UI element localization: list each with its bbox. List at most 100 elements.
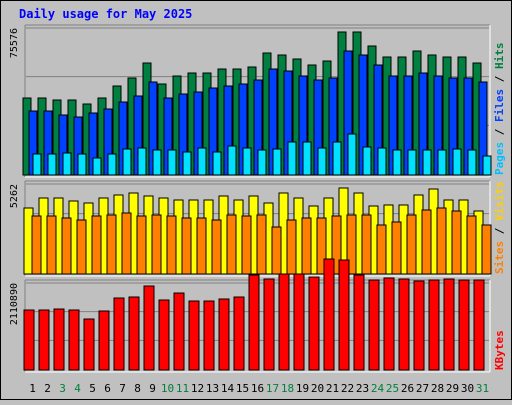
bar-kbytes-day-12 bbox=[188, 300, 200, 371]
x-tick-label-day-7: 7 bbox=[119, 382, 126, 395]
x-tick-label-day-29: 29 bbox=[446, 382, 459, 395]
legend-text-hits-panel: Pages / Files / Hits bbox=[493, 43, 506, 176]
x-tick-label-day-23: 23 bbox=[356, 382, 369, 395]
bar-kbytes-day-13 bbox=[203, 300, 215, 371]
bar-pages-day-31 bbox=[482, 155, 492, 176]
bar-kbytes-day-25 bbox=[383, 277, 395, 371]
legend-label-sites: Sites bbox=[493, 241, 506, 274]
x-tick-label-day-13: 13 bbox=[206, 382, 219, 395]
bar-kbytes-day-31 bbox=[473, 279, 485, 371]
x-tick-label-day-18: 18 bbox=[281, 382, 294, 395]
bar-sites-day-5 bbox=[91, 215, 102, 275]
bar-kbytes-day-24 bbox=[368, 279, 380, 371]
bar-sites-day-12 bbox=[196, 217, 207, 275]
x-tick-label-day-11: 11 bbox=[176, 382, 189, 395]
bar-kbytes-day-8 bbox=[128, 296, 140, 371]
x-axis-labels: 1 2 3 4 5 6 7 8 9 10 11 12 13 14 15 16 17 18 19 20 21 22 23 24 2… bbox=[29, 382, 489, 395]
bar-sites-day-16 bbox=[256, 214, 267, 275]
bar-kbytes-day-19 bbox=[293, 273, 305, 371]
x-tick-label-day-22: 22 bbox=[341, 382, 354, 395]
bar-sites-day-23 bbox=[361, 214, 372, 275]
y-max-label: 75576 bbox=[9, 28, 20, 58]
bar-kbytes-day-9 bbox=[143, 285, 155, 371]
bar-pages-day-15 bbox=[242, 147, 252, 176]
bar-kbytes-day-27 bbox=[413, 280, 425, 371]
bar-pages-day-11 bbox=[182, 151, 192, 176]
bar-pages-day-16 bbox=[257, 149, 267, 176]
bar-sites-day-29 bbox=[451, 210, 462, 275]
bar-pages-day-28 bbox=[437, 149, 447, 176]
x-tick-label-day-26: 26 bbox=[401, 382, 414, 395]
bar-pages-day-8 bbox=[137, 147, 147, 176]
y-max-label: 5262 bbox=[9, 184, 20, 208]
bar-sites-day-24 bbox=[376, 224, 387, 275]
x-tick-label-day-17: 17 bbox=[266, 382, 279, 395]
visits-panel: 5262 Sites / Visits bbox=[9, 180, 506, 277]
hits-panel: 75576 Pages / Files / Hits bbox=[9, 24, 506, 178]
bar-pages-day-21 bbox=[332, 141, 342, 176]
x-tick-label-day-30: 30 bbox=[461, 382, 474, 395]
legend-label-visits: Visits bbox=[493, 181, 506, 221]
bar-kbytes-day-6 bbox=[98, 310, 110, 371]
bar-sites-day-26 bbox=[406, 214, 417, 275]
bar-pages-day-2 bbox=[47, 153, 57, 176]
x-tick-label-day-14: 14 bbox=[221, 382, 235, 395]
bar-pages-day-14 bbox=[227, 145, 237, 176]
x-tick-label-day-3: 3 bbox=[59, 382, 66, 395]
bar-sites-day-1 bbox=[31, 215, 42, 275]
bar-kbytes-day-17 bbox=[263, 278, 275, 371]
bar-sites-day-2 bbox=[46, 215, 57, 275]
bar-pages-day-9 bbox=[152, 149, 162, 176]
bar-sites-day-3 bbox=[61, 217, 72, 275]
bar-kbytes-day-26 bbox=[398, 278, 410, 371]
x-tick-label-day-16: 16 bbox=[251, 382, 264, 395]
legend-label-pages: Pages bbox=[493, 142, 506, 175]
bar-pages-day-30 bbox=[467, 149, 477, 176]
bar-pages-day-12 bbox=[197, 147, 207, 176]
x-tick-label-day-15: 15 bbox=[236, 382, 249, 395]
x-tick-label-day-21: 21 bbox=[326, 382, 339, 395]
x-tick-label-day-24: 24 bbox=[371, 382, 385, 395]
bar-kbytes-day-10 bbox=[158, 299, 170, 371]
legend-label-kbytes: KBytes bbox=[493, 330, 506, 370]
bar-pages-day-1 bbox=[32, 153, 42, 176]
x-tick-label-day-8: 8 bbox=[134, 382, 141, 395]
bar-sites-day-27 bbox=[421, 209, 432, 275]
bar-sites-day-28 bbox=[436, 207, 447, 275]
bar-kbytes-day-16 bbox=[248, 274, 260, 371]
legend-label-hits: Hits bbox=[493, 43, 506, 70]
bar-sites-day-30 bbox=[466, 215, 477, 275]
bar-kbytes-day-3 bbox=[53, 308, 65, 371]
bar-sites-day-7 bbox=[121, 212, 132, 275]
y-max-label: 2110890 bbox=[9, 283, 20, 325]
legend-label-files: Files bbox=[493, 89, 506, 122]
legend-separator: / bbox=[493, 122, 506, 142]
bar-pages-day-10 bbox=[167, 149, 177, 176]
x-tick-label-day-2: 2 bbox=[44, 382, 51, 395]
bar-sites-day-8 bbox=[136, 215, 147, 275]
bar-kbytes-day-11 bbox=[173, 292, 185, 371]
bar-kbytes-day-1 bbox=[23, 309, 35, 371]
bar-sites-day-19 bbox=[301, 217, 312, 275]
bar-kbytes-day-28 bbox=[428, 279, 440, 371]
bar-pages-day-26 bbox=[407, 149, 417, 176]
legend-separator: / bbox=[493, 69, 506, 89]
bar-sites-day-13 bbox=[211, 219, 222, 275]
legend-text-visits-panel: Sites / Visits bbox=[493, 181, 506, 274]
panels-layer: 75576 Pages / Files / Hits 5262 Sites / Vis… bbox=[9, 24, 506, 373]
bar-sites-day-22 bbox=[346, 214, 357, 275]
kbytes-panel: 2110890 KBytes bbox=[9, 258, 506, 373]
x-tick-label-day-4: 4 bbox=[74, 382, 81, 395]
legend-hits-panel: Pages / Files / Hits bbox=[493, 43, 506, 176]
x-tick-label-day-28: 28 bbox=[431, 382, 444, 395]
bar-kbytes-day-30 bbox=[458, 279, 470, 371]
bar-kbytes-day-22 bbox=[338, 259, 350, 371]
bar-pages-day-19 bbox=[302, 141, 312, 176]
bar-kbytes-day-5 bbox=[83, 318, 95, 371]
bar-sites-day-21 bbox=[331, 215, 342, 275]
x-tick-label-day-1: 1 bbox=[29, 382, 36, 395]
bar-kbytes-day-18 bbox=[278, 273, 290, 371]
x-tick-label-day-25: 25 bbox=[386, 382, 399, 395]
bar-sites-day-11 bbox=[181, 217, 192, 275]
